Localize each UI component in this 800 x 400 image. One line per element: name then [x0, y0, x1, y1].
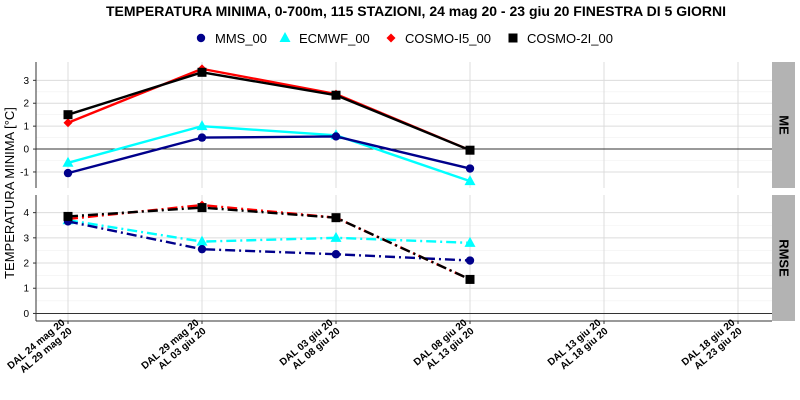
legend-label: COSMO-2I_00 [527, 31, 613, 46]
series-line-ecmwf_00 [67, 124, 471, 183]
y-tick-label: 1 [23, 284, 29, 295]
y-tick-label: 2 [23, 259, 29, 270]
data-point-cosmo-2i_00 [197, 67, 207, 77]
data-point-cosmo-2i_00 [331, 213, 341, 223]
data-point-mms_00 [465, 164, 475, 173]
data-point-cosmo-2i_00 [331, 90, 341, 100]
legend-item: COSMO-I5_00 [386, 31, 491, 46]
data-point-mms_00 [465, 256, 475, 265]
y-tick-label: 0 [23, 309, 29, 320]
data-point-ecmwf_00 [464, 236, 476, 247]
data-point-mms_00 [331, 250, 341, 259]
data-point-mms_00 [63, 168, 73, 178]
facet-strip [772, 62, 795, 188]
data-point-cosmo-2i_00 [63, 110, 73, 120]
y-tick-label: -1 [20, 167, 29, 178]
y-tick-label: 2 [23, 99, 29, 110]
data-point-cosmo-2i_00 [197, 203, 207, 213]
data-point-mms_00 [197, 244, 207, 254]
data-point-mms_00 [331, 132, 341, 141]
chart-title: TEMPERATURA MINIMA, 0-700m, 115 STAZIONI… [106, 3, 726, 19]
facet-strip-label: ME [777, 115, 792, 135]
legend-item: ECMWF_00 [279, 31, 370, 46]
y-tick-label: 4 [23, 208, 29, 219]
legend-item: MMS_00 [196, 31, 267, 46]
series-line-mms_00 [67, 220, 471, 262]
legend-label: ECMWF_00 [299, 31, 370, 46]
series-line-cosmo-2i_00 [67, 71, 471, 152]
facet-strip-label: RMSE [777, 239, 792, 277]
series-line-cosmo-2i_00 [67, 206, 471, 281]
legend-marker [508, 33, 518, 43]
facet-strip [772, 195, 795, 321]
plot-background [36, 62, 772, 188]
y-tick-label: 1 [23, 122, 29, 133]
data-point-ecmwf_00 [330, 231, 342, 242]
data-point-ecmwf_00 [196, 120, 208, 131]
data-point-cosmo-2i_00 [63, 211, 73, 221]
legend-label: COSMO-I5_00 [405, 31, 491, 46]
series-line-ecmwf_00 [67, 219, 471, 245]
y-tick-label: 3 [23, 233, 29, 244]
panel-rmse: 0 1 2 3 4 RMSE [23, 195, 795, 321]
data-point-ecmwf_00 [464, 175, 476, 186]
legend-marker [279, 32, 291, 42]
legend: MMS_00 ECMWF_00 COSMO-I5_00 COSMO-2I_00 [196, 31, 613, 46]
data-point-cosmo-2i_00 [465, 274, 475, 284]
data-point-cosmo-2i_00 [465, 145, 475, 155]
panels: -1 0 1 2 3 ME 0 1 2 3 4 RMSE [20, 62, 795, 321]
y-tick-label: 0 [23, 145, 29, 156]
series-line-mms_00 [67, 135, 471, 175]
data-point-ecmwf_00 [62, 156, 74, 167]
legend-item: COSMO-2I_00 [508, 31, 613, 46]
data-point-mms_00 [197, 133, 207, 142]
legend-marker [386, 33, 396, 43]
y-tick-label: 3 [23, 76, 29, 87]
data-point-cosmo-i5_00 [63, 118, 73, 128]
panel-me: -1 0 1 2 3 ME [20, 62, 795, 188]
data-point-ecmwf_00 [196, 235, 208, 246]
legend-label: MMS_00 [215, 31, 267, 46]
plot-background [36, 195, 772, 321]
legend-marker [196, 33, 206, 43]
y-axis-label: TEMPERATURA MINIMA [°C] [2, 107, 17, 279]
